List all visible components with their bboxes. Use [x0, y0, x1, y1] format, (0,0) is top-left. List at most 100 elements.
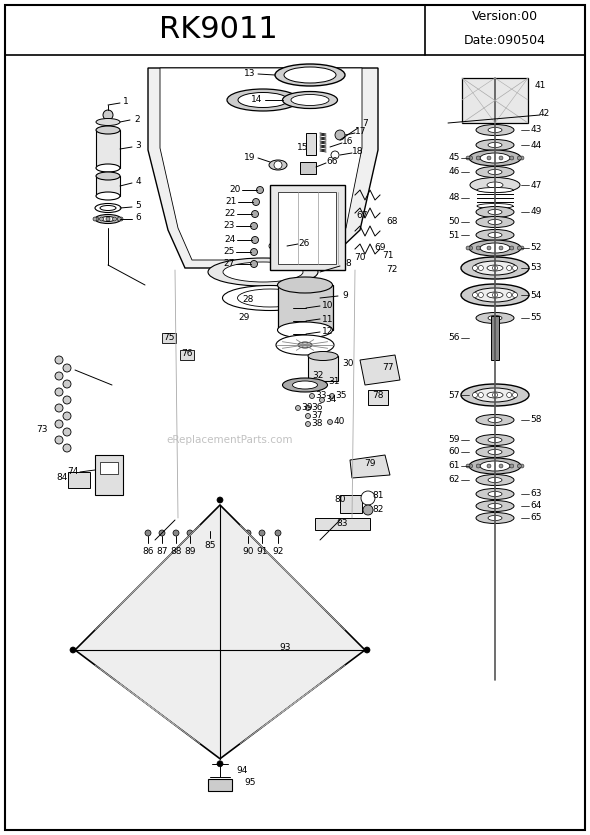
- Ellipse shape: [308, 352, 338, 361]
- Text: 80: 80: [335, 495, 346, 504]
- Text: 53: 53: [530, 264, 542, 272]
- Text: 84: 84: [56, 473, 68, 483]
- Text: 2: 2: [134, 114, 140, 124]
- Text: 86: 86: [142, 546, 154, 555]
- Text: 14: 14: [251, 95, 263, 104]
- Text: 37: 37: [312, 412, 323, 421]
- Ellipse shape: [291, 94, 329, 105]
- Ellipse shape: [283, 378, 327, 392]
- Circle shape: [487, 246, 491, 250]
- Ellipse shape: [275, 64, 345, 86]
- Circle shape: [290, 318, 296, 324]
- Ellipse shape: [488, 418, 502, 423]
- Ellipse shape: [477, 204, 513, 209]
- Text: 77: 77: [382, 363, 394, 372]
- Circle shape: [100, 217, 103, 221]
- Text: 19: 19: [244, 153, 255, 161]
- Bar: [278, 285, 333, 330]
- Ellipse shape: [488, 504, 502, 509]
- Circle shape: [306, 406, 310, 411]
- Text: 70: 70: [354, 254, 366, 262]
- Circle shape: [117, 217, 122, 221]
- Bar: [180, 350, 194, 360]
- Bar: [96, 130, 120, 168]
- Circle shape: [513, 266, 517, 271]
- Circle shape: [119, 217, 123, 221]
- Circle shape: [473, 292, 477, 297]
- Circle shape: [335, 130, 345, 140]
- Circle shape: [63, 428, 71, 436]
- Text: 71: 71: [382, 251, 394, 261]
- Bar: [491, 316, 499, 360]
- Text: 28: 28: [242, 296, 254, 305]
- Bar: [278, 192, 336, 264]
- Polygon shape: [75, 505, 365, 759]
- Text: 50: 50: [448, 217, 460, 226]
- Text: 92: 92: [273, 546, 284, 555]
- Circle shape: [259, 530, 265, 536]
- Circle shape: [476, 246, 480, 250]
- Polygon shape: [350, 455, 390, 478]
- Ellipse shape: [473, 388, 517, 402]
- Circle shape: [55, 372, 63, 380]
- Ellipse shape: [473, 288, 517, 302]
- Circle shape: [493, 292, 497, 297]
- Text: 46: 46: [448, 168, 460, 176]
- Ellipse shape: [476, 414, 514, 426]
- Ellipse shape: [283, 92, 337, 109]
- Ellipse shape: [476, 312, 514, 323]
- Ellipse shape: [101, 216, 115, 221]
- Circle shape: [253, 199, 260, 205]
- Circle shape: [306, 422, 310, 427]
- Text: 16: 16: [342, 136, 354, 145]
- Ellipse shape: [487, 392, 503, 398]
- Circle shape: [499, 246, 503, 250]
- Text: 29: 29: [238, 313, 250, 322]
- Bar: [306, 133, 316, 155]
- Circle shape: [363, 505, 373, 515]
- Circle shape: [473, 266, 477, 271]
- Circle shape: [251, 261, 257, 267]
- Ellipse shape: [488, 515, 502, 520]
- Circle shape: [63, 396, 71, 404]
- Circle shape: [364, 647, 370, 653]
- Circle shape: [245, 530, 251, 536]
- Polygon shape: [110, 268, 415, 520]
- Ellipse shape: [293, 381, 317, 389]
- Text: 36: 36: [312, 403, 323, 412]
- Text: Version:00: Version:00: [472, 11, 538, 23]
- Text: 58: 58: [530, 416, 542, 424]
- Ellipse shape: [298, 342, 312, 348]
- Circle shape: [507, 292, 512, 297]
- Circle shape: [466, 246, 470, 250]
- Text: 18: 18: [352, 148, 364, 156]
- Bar: [300, 162, 316, 174]
- Ellipse shape: [96, 164, 120, 172]
- Circle shape: [466, 464, 470, 468]
- Text: 47: 47: [530, 180, 542, 190]
- Ellipse shape: [476, 124, 514, 135]
- Text: Date:090504: Date:090504: [464, 33, 546, 47]
- Text: 52: 52: [530, 244, 542, 252]
- Text: 49: 49: [530, 208, 542, 216]
- Text: 21: 21: [225, 198, 237, 206]
- Text: 8: 8: [345, 260, 351, 269]
- Circle shape: [63, 380, 71, 388]
- Text: 12: 12: [322, 327, 334, 337]
- Ellipse shape: [208, 258, 318, 286]
- Circle shape: [487, 156, 491, 160]
- Circle shape: [55, 356, 63, 364]
- Text: 1: 1: [123, 97, 129, 105]
- Ellipse shape: [476, 139, 514, 150]
- Ellipse shape: [488, 449, 502, 454]
- Circle shape: [478, 266, 483, 271]
- Text: 90: 90: [242, 546, 254, 555]
- Bar: [270, 185, 345, 270]
- Text: 57: 57: [448, 391, 460, 399]
- Text: 76: 76: [181, 350, 193, 358]
- Circle shape: [361, 491, 375, 505]
- Text: 91: 91: [256, 546, 268, 555]
- Ellipse shape: [487, 182, 503, 188]
- Text: 68: 68: [386, 217, 398, 226]
- Circle shape: [217, 497, 223, 503]
